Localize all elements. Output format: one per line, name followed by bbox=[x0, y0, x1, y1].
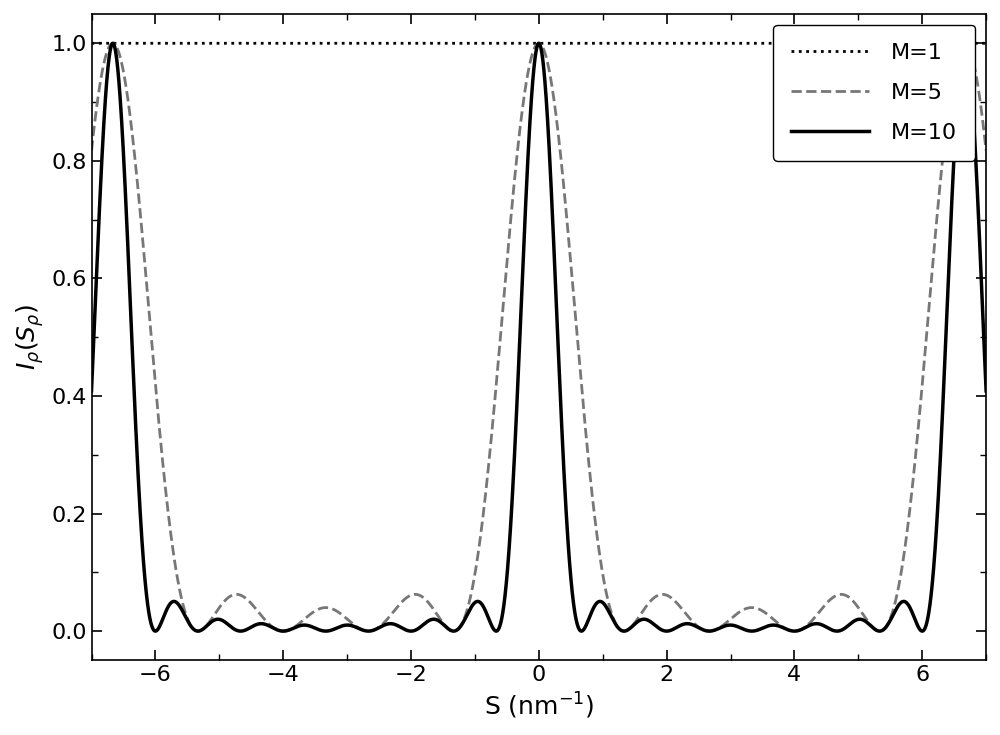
M=1 bbox=[980, 39, 992, 48]
M=10 bbox=[797, 625, 809, 634]
M=5 bbox=[410, 590, 422, 599]
M=10 bbox=[107, 39, 119, 48]
M=10 bbox=[131, 440, 143, 448]
M=1 bbox=[409, 39, 421, 48]
Legend: M=1, M=5, M=10: M=1, M=5, M=10 bbox=[773, 25, 975, 160]
M=5 bbox=[749, 603, 761, 612]
M=5 bbox=[107, 39, 119, 48]
M=10 bbox=[980, 387, 992, 395]
Y-axis label: $I_{\rho}(S_{\rho})$: $I_{\rho}(S_{\rho})$ bbox=[14, 304, 46, 370]
Line: M=5: M=5 bbox=[92, 43, 986, 631]
M=1 bbox=[796, 39, 808, 48]
X-axis label: S (nm$^{-1}$): S (nm$^{-1}$) bbox=[484, 691, 594, 721]
M=10 bbox=[615, 626, 627, 635]
M=10 bbox=[749, 626, 761, 635]
M=5 bbox=[654, 590, 666, 599]
M=10 bbox=[86, 387, 98, 395]
Line: M=10: M=10 bbox=[92, 43, 986, 631]
M=1 bbox=[86, 39, 98, 48]
M=10 bbox=[410, 625, 422, 634]
M=5 bbox=[277, 627, 289, 636]
M=5 bbox=[86, 146, 98, 155]
M=1 bbox=[749, 39, 761, 48]
M=5 bbox=[797, 624, 809, 633]
M=5 bbox=[131, 170, 143, 179]
M=1 bbox=[654, 39, 666, 48]
M=10 bbox=[654, 625, 666, 634]
M=5 bbox=[980, 146, 992, 155]
M=1 bbox=[615, 39, 627, 48]
M=10 bbox=[320, 627, 332, 636]
M=5 bbox=[615, 625, 627, 634]
M=1 bbox=[130, 39, 142, 48]
